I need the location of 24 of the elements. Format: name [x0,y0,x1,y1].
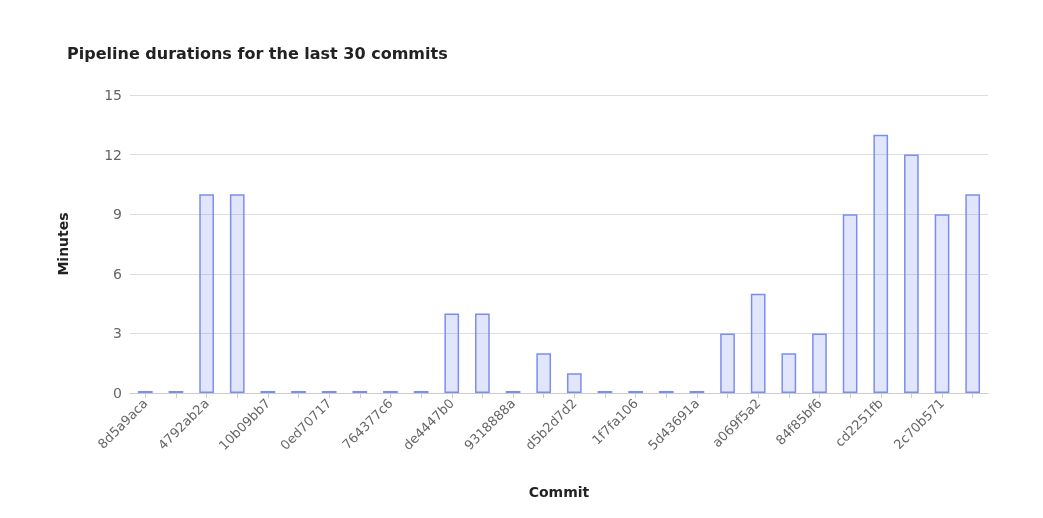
bar [934,214,950,393]
y-tick-label: 12 [104,146,122,163]
y-tick-label: 0 [113,385,122,401]
bar [812,333,827,393]
bar [444,313,460,393]
y-tick-label: 6 [113,265,123,282]
bar [720,333,735,393]
y-axis-title: Minutes [55,212,71,276]
bar [965,194,981,393]
bar [750,293,766,393]
bar [781,353,797,393]
bar [475,313,490,393]
bar [536,353,552,393]
bar [842,214,858,393]
bar [566,373,582,393]
bar [229,194,245,393]
x-axis-title: Commit [528,484,590,500]
y-tick-label: 9 [113,206,122,223]
bar [199,194,214,393]
bar [873,134,889,393]
chart-title: Pipeline durations for the last 30 commits [67,43,448,63]
bar [904,154,919,393]
y-tick-label: 15 [104,87,122,103]
y-tick-label: 3 [113,325,122,342]
